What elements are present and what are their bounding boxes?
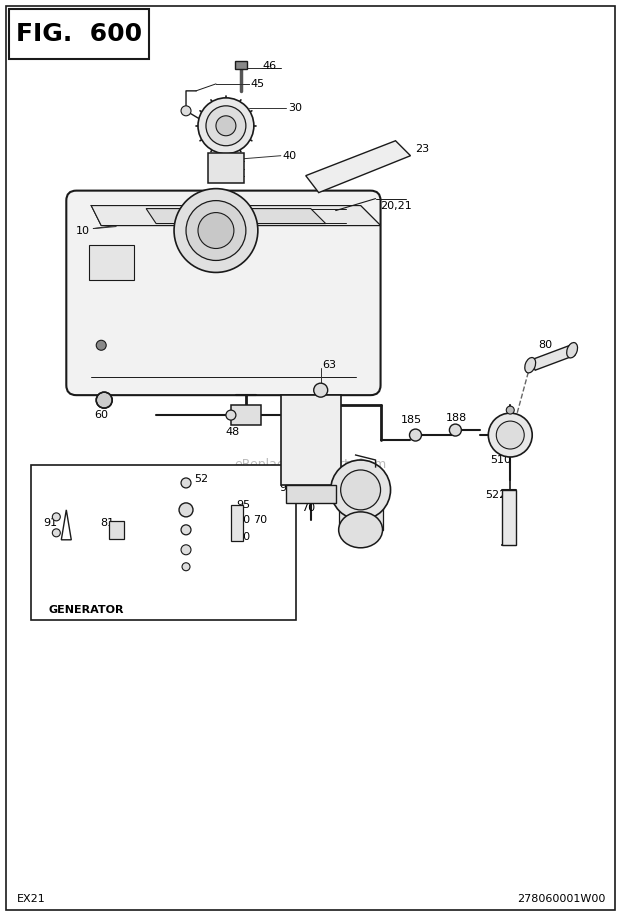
Text: 91: 91 <box>43 518 58 528</box>
Circle shape <box>226 410 236 420</box>
Bar <box>231 505 243 540</box>
Bar <box>89 245 134 280</box>
Ellipse shape <box>525 357 536 373</box>
Polygon shape <box>306 141 410 192</box>
Text: 80: 80 <box>538 340 552 350</box>
Text: 95: 95 <box>236 500 250 510</box>
Text: 522: 522 <box>485 490 507 500</box>
FancyBboxPatch shape <box>66 191 381 395</box>
Text: 70: 70 <box>301 503 315 513</box>
Text: 10: 10 <box>76 225 91 235</box>
Text: 48: 48 <box>226 427 240 437</box>
Circle shape <box>198 98 254 154</box>
Ellipse shape <box>339 512 383 548</box>
Circle shape <box>182 562 190 571</box>
Circle shape <box>507 406 514 414</box>
Circle shape <box>489 413 532 457</box>
Circle shape <box>96 340 106 350</box>
Text: 20,21: 20,21 <box>381 201 412 211</box>
Circle shape <box>206 106 246 146</box>
Circle shape <box>181 545 191 555</box>
Text: 80: 80 <box>303 483 317 493</box>
Bar <box>502 490 516 545</box>
Circle shape <box>179 503 193 517</box>
Text: 46: 46 <box>263 61 277 71</box>
Text: 188: 188 <box>445 413 467 423</box>
Bar <box>32 465 296 619</box>
Circle shape <box>181 525 191 535</box>
Circle shape <box>409 429 422 441</box>
Bar <box>109 521 124 539</box>
Text: 80: 80 <box>236 532 250 542</box>
Text: 60: 60 <box>94 410 108 420</box>
Text: 81: 81 <box>100 518 114 528</box>
Bar <box>339 490 383 529</box>
Text: 23: 23 <box>415 144 430 154</box>
Circle shape <box>52 513 60 521</box>
Circle shape <box>198 213 234 248</box>
Text: 45: 45 <box>251 79 265 89</box>
Text: 185: 185 <box>401 415 422 425</box>
Text: 90: 90 <box>279 483 293 493</box>
Text: 510: 510 <box>490 455 511 465</box>
Circle shape <box>181 106 191 115</box>
Bar <box>286 485 335 503</box>
Text: GENERATOR: GENERATOR <box>48 605 124 615</box>
Polygon shape <box>91 205 381 225</box>
Circle shape <box>181 478 191 488</box>
Bar <box>208 153 244 182</box>
Text: 224: 224 <box>306 495 327 505</box>
Text: FIG.  600: FIG. 600 <box>16 22 143 46</box>
Text: 90: 90 <box>236 515 250 525</box>
Bar <box>9 9 149 59</box>
Circle shape <box>216 115 236 136</box>
Circle shape <box>496 421 525 449</box>
Text: 63: 63 <box>322 360 337 370</box>
Text: EX21: EX21 <box>16 894 45 904</box>
Polygon shape <box>530 345 575 370</box>
Text: 278060001W00: 278060001W00 <box>516 894 605 904</box>
Circle shape <box>186 201 246 260</box>
Text: 70: 70 <box>253 515 267 525</box>
Text: 40: 40 <box>283 151 297 160</box>
Circle shape <box>96 392 112 409</box>
Bar <box>231 405 261 425</box>
Bar <box>235 61 247 69</box>
Circle shape <box>174 189 258 272</box>
Circle shape <box>52 529 60 537</box>
Circle shape <box>340 470 381 510</box>
Bar <box>281 395 340 485</box>
Polygon shape <box>146 209 326 224</box>
Text: 52: 52 <box>194 474 208 484</box>
Ellipse shape <box>567 343 578 358</box>
Circle shape <box>450 424 461 436</box>
Circle shape <box>330 460 391 520</box>
Text: eReplacementParts.com: eReplacementParts.com <box>234 459 387 472</box>
Text: 30: 30 <box>288 103 302 113</box>
Circle shape <box>314 383 328 398</box>
